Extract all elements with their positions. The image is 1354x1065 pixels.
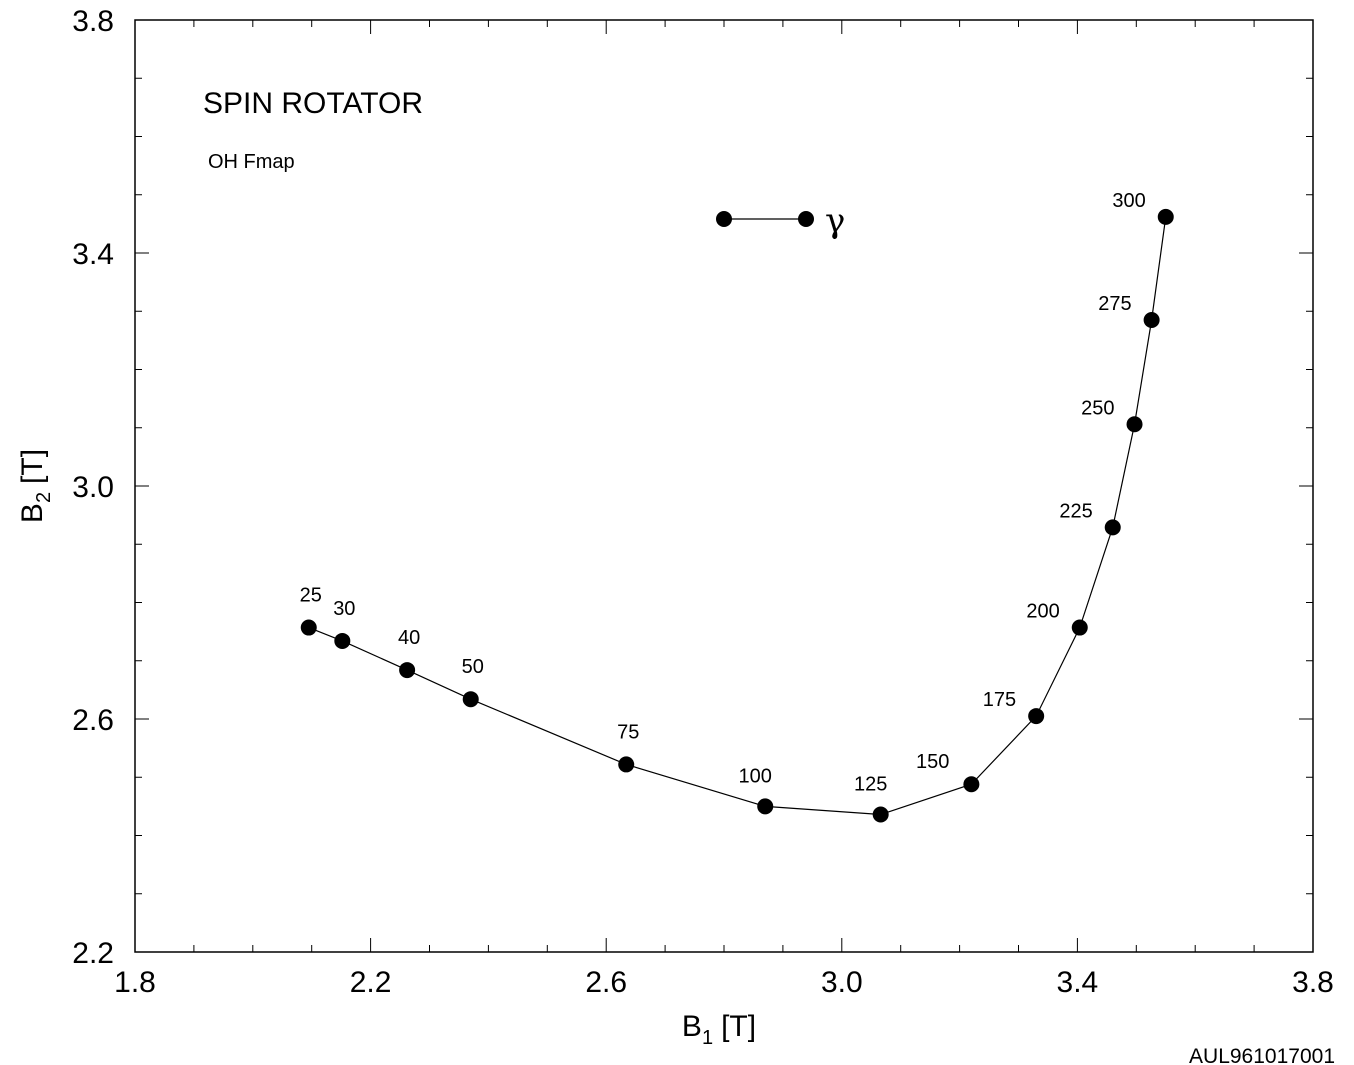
chart-title: SPIN ROTATOR (203, 87, 423, 120)
y-tick-label: 2.6 (72, 704, 114, 737)
plot-frame (134, 19, 1314, 953)
legend: γ (716, 201, 845, 241)
point-label: 30 (333, 598, 355, 620)
point-label: 100 (739, 765, 772, 787)
y-axis-title-unit: [T] (16, 449, 49, 484)
figure-id: AUL961017001 (1189, 1045, 1335, 1065)
y-tick-label: 3.4 (72, 238, 114, 271)
legend-label: γ (825, 201, 845, 241)
data-point (757, 798, 774, 815)
x-axis-title-main: B (682, 1010, 702, 1043)
series-line (308, 216, 1167, 816)
point-label: 275 (1098, 293, 1131, 315)
point-label: 225 (1059, 500, 1092, 522)
data-point (334, 632, 351, 649)
data-point (1126, 416, 1143, 433)
chart-subtitle: OH Fmap (208, 151, 295, 173)
x-axis-title-sub: 1 (702, 1027, 713, 1049)
x-tick-label: 3.4 (1057, 966, 1099, 999)
x-axis-title: B1 [T] (682, 1010, 756, 1049)
point-label: 25 (300, 585, 322, 607)
data-point (1157, 208, 1174, 225)
point-label: 75 (617, 721, 639, 743)
x-axis-title-unit: [T] (721, 1010, 756, 1043)
y-axis-title: B2 [T] (16, 449, 55, 523)
legend-marker-left (716, 211, 732, 227)
data-point (1104, 519, 1121, 536)
axis-tick-labels: 1.8 2.2 2.6 3.0 3.4 3.82.22.63.03.43.8 (72, 5, 1334, 999)
y-tick-label: 3.0 (72, 471, 114, 504)
y-axis-title-main: B (16, 503, 49, 523)
point-label: 300 (1112, 190, 1145, 212)
point-label: 150 (916, 751, 949, 773)
point-label: 50 (462, 656, 484, 678)
point-label: 250 (1081, 397, 1114, 419)
data-point (1071, 619, 1088, 636)
data-point (618, 756, 635, 773)
axis-ticks (134, 19, 1314, 953)
data-point (1028, 708, 1045, 725)
point-label: 200 (1026, 601, 1059, 623)
x-tick-label: 2.6 (585, 966, 627, 999)
data-point (300, 619, 317, 636)
data-point (462, 691, 479, 708)
point-label: 125 (854, 774, 887, 796)
y-tick-label: 3.8 (72, 5, 114, 38)
x-tick-label: 3.8 (1292, 966, 1334, 999)
x-tick-label: 2.2 (350, 966, 392, 999)
point-label: 175 (983, 689, 1016, 711)
data-point (399, 662, 416, 679)
y-tick-label: 2.2 (72, 937, 114, 970)
x-tick-label: 1.8 (114, 966, 156, 999)
data-point (963, 776, 980, 793)
series-layer: 25 30 40 50 75 100 125 150 175 200 225 250 275 300 (300, 190, 1174, 823)
legend-marker-right (798, 211, 814, 227)
x-tick-label: 3.0 (821, 966, 863, 999)
data-point (872, 806, 889, 823)
data-point (1143, 311, 1160, 328)
y-axis-title-sub: 2 (33, 492, 55, 503)
point-label: 40 (398, 627, 420, 649)
